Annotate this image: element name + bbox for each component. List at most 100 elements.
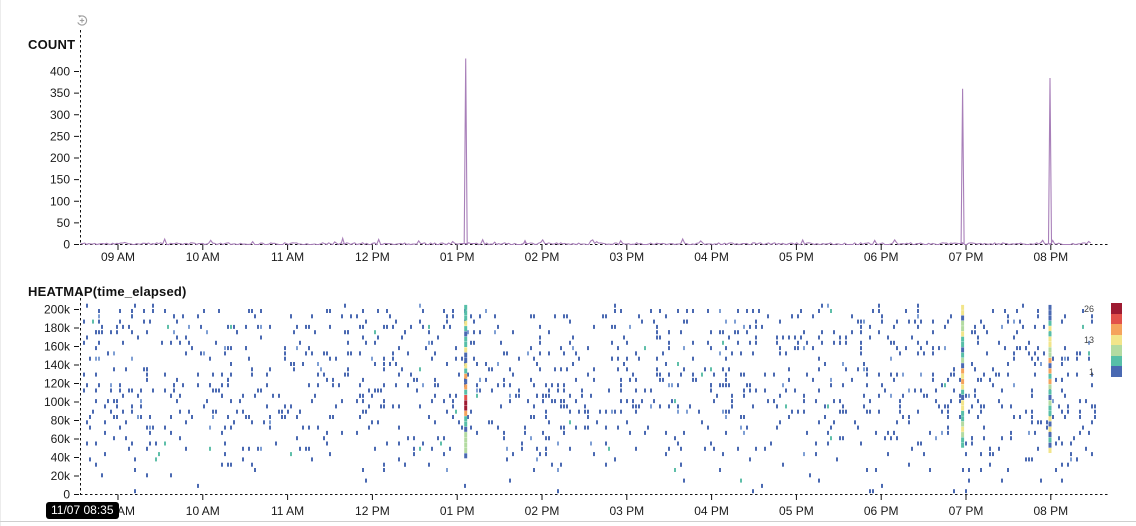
heatmap-cell (557, 383, 559, 388)
heatmap-cell (944, 324, 946, 329)
heatmap-cell (524, 430, 526, 435)
heatmap-cell (239, 399, 241, 404)
heatmap-cell (677, 383, 679, 388)
heatmap-cell (197, 483, 199, 488)
heatmap-cell (221, 372, 223, 377)
heatmap-cell (209, 356, 211, 361)
heatmap-cell (362, 324, 364, 329)
heatmap-cell (92, 319, 94, 324)
heatmap-cell (860, 319, 862, 324)
heatmap-cell (227, 383, 229, 388)
heatmap-cell (317, 383, 319, 388)
heatmap-cell (806, 372, 808, 377)
heatmap-cell (803, 399, 805, 404)
heatmap-cell (860, 351, 862, 356)
heatmap-cell (317, 425, 319, 430)
heatmap-cell (1067, 356, 1069, 361)
heatmap-cell (293, 367, 295, 372)
heatmap-cell (659, 372, 661, 377)
heatmap-cell (902, 372, 904, 377)
heatmap-cell (722, 383, 724, 388)
heatmap-cell (851, 314, 853, 319)
heatmap-cell (362, 377, 364, 382)
heatmap-cell (821, 330, 823, 335)
heatmap-cell (269, 367, 271, 372)
count-y-tick-label: 300 (50, 108, 70, 122)
heatmap-hot-column-cell (1048, 432, 1052, 438)
heatmap-cell (83, 340, 85, 345)
heatmap-cell (569, 393, 571, 398)
heatmap-cell (170, 415, 172, 419)
heatmap-cell (1094, 415, 1096, 419)
heatmap-cell (545, 393, 547, 398)
heatmap-cell (560, 425, 562, 430)
heatmap-cell (593, 452, 595, 457)
count-x-tick-label: 04 PM (694, 250, 729, 264)
heatmap-cell (284, 356, 286, 361)
heatmap-cell (812, 377, 814, 382)
heatmap-cell (518, 388, 520, 393)
heatmap-cell (587, 372, 589, 377)
heatmap-cell (989, 377, 991, 382)
heatmap-hot-column-cell (464, 442, 468, 448)
heatmap-hot-column-cell (1048, 389, 1052, 395)
heatmap-cell (1007, 319, 1009, 324)
heatmap-cell (260, 388, 262, 393)
heatmap-cell (818, 420, 820, 425)
heatmap-cell (332, 383, 334, 388)
heatmap-cell (1076, 351, 1078, 356)
heatmap-cell (677, 441, 679, 446)
heatmap-cell (146, 425, 148, 430)
heatmap-cell (320, 367, 322, 372)
heatmap-cell (599, 409, 601, 414)
heatmap-cell (581, 393, 583, 398)
heatmap-cell (230, 425, 232, 430)
heatmap-cell (620, 388, 622, 393)
heatmap-cell (524, 425, 526, 430)
heatmap-cell (680, 446, 682, 451)
heatmap-cell (269, 420, 271, 425)
count-chart-plot-area[interactable] (81, 30, 1110, 245)
heatmap-cell (839, 409, 841, 414)
heatmap-cell (218, 388, 220, 393)
heatmap-cell (725, 356, 727, 361)
heatmap-cell (419, 303, 421, 308)
heatmap-cell (119, 383, 121, 388)
heatmap-cell (509, 393, 511, 398)
heatmap-cell (209, 446, 211, 451)
heatmap-cell (743, 324, 745, 329)
heatmap-cell (371, 393, 373, 398)
heatmap-cell (677, 404, 679, 409)
heatmap-cell (539, 452, 541, 457)
heatmap-hot-column-cell (961, 368, 965, 374)
heatmap-plot-area[interactable] (81, 295, 1110, 495)
heatmap-cell (827, 430, 829, 435)
reset-zoom-icon[interactable] (74, 12, 90, 28)
heatmap-cell (536, 362, 538, 366)
heatmap-x-tick-label: 02 PM (525, 504, 560, 518)
heatmap-y-tick-label: 100k (44, 395, 71, 409)
heatmap-cell (314, 330, 316, 335)
heatmap-cell (587, 425, 589, 430)
heatmap-cell (134, 468, 136, 472)
heatmap-hot-column-cell (1048, 363, 1052, 369)
heatmap-cell (131, 404, 133, 409)
heatmap-cell (881, 483, 883, 488)
heatmap-cell (506, 446, 508, 451)
heatmap-cell (842, 404, 844, 409)
heatmap-cell (866, 372, 868, 377)
heatmap-cell (977, 335, 979, 340)
heatmap-cell (620, 377, 622, 382)
legend-swatch (1111, 355, 1122, 366)
heatmap-cell (251, 462, 253, 467)
heatmap-cell (449, 446, 451, 451)
heatmap-cell (368, 425, 370, 430)
heatmap-cell (797, 409, 799, 414)
heatmap-cell (998, 340, 1000, 345)
heatmap-cell (959, 399, 961, 404)
heatmap-cell (926, 340, 928, 345)
heatmap-cell (191, 346, 193, 351)
heatmap-cell (575, 351, 577, 356)
heatmap-cell (944, 383, 946, 388)
heatmap-cell (812, 314, 814, 319)
